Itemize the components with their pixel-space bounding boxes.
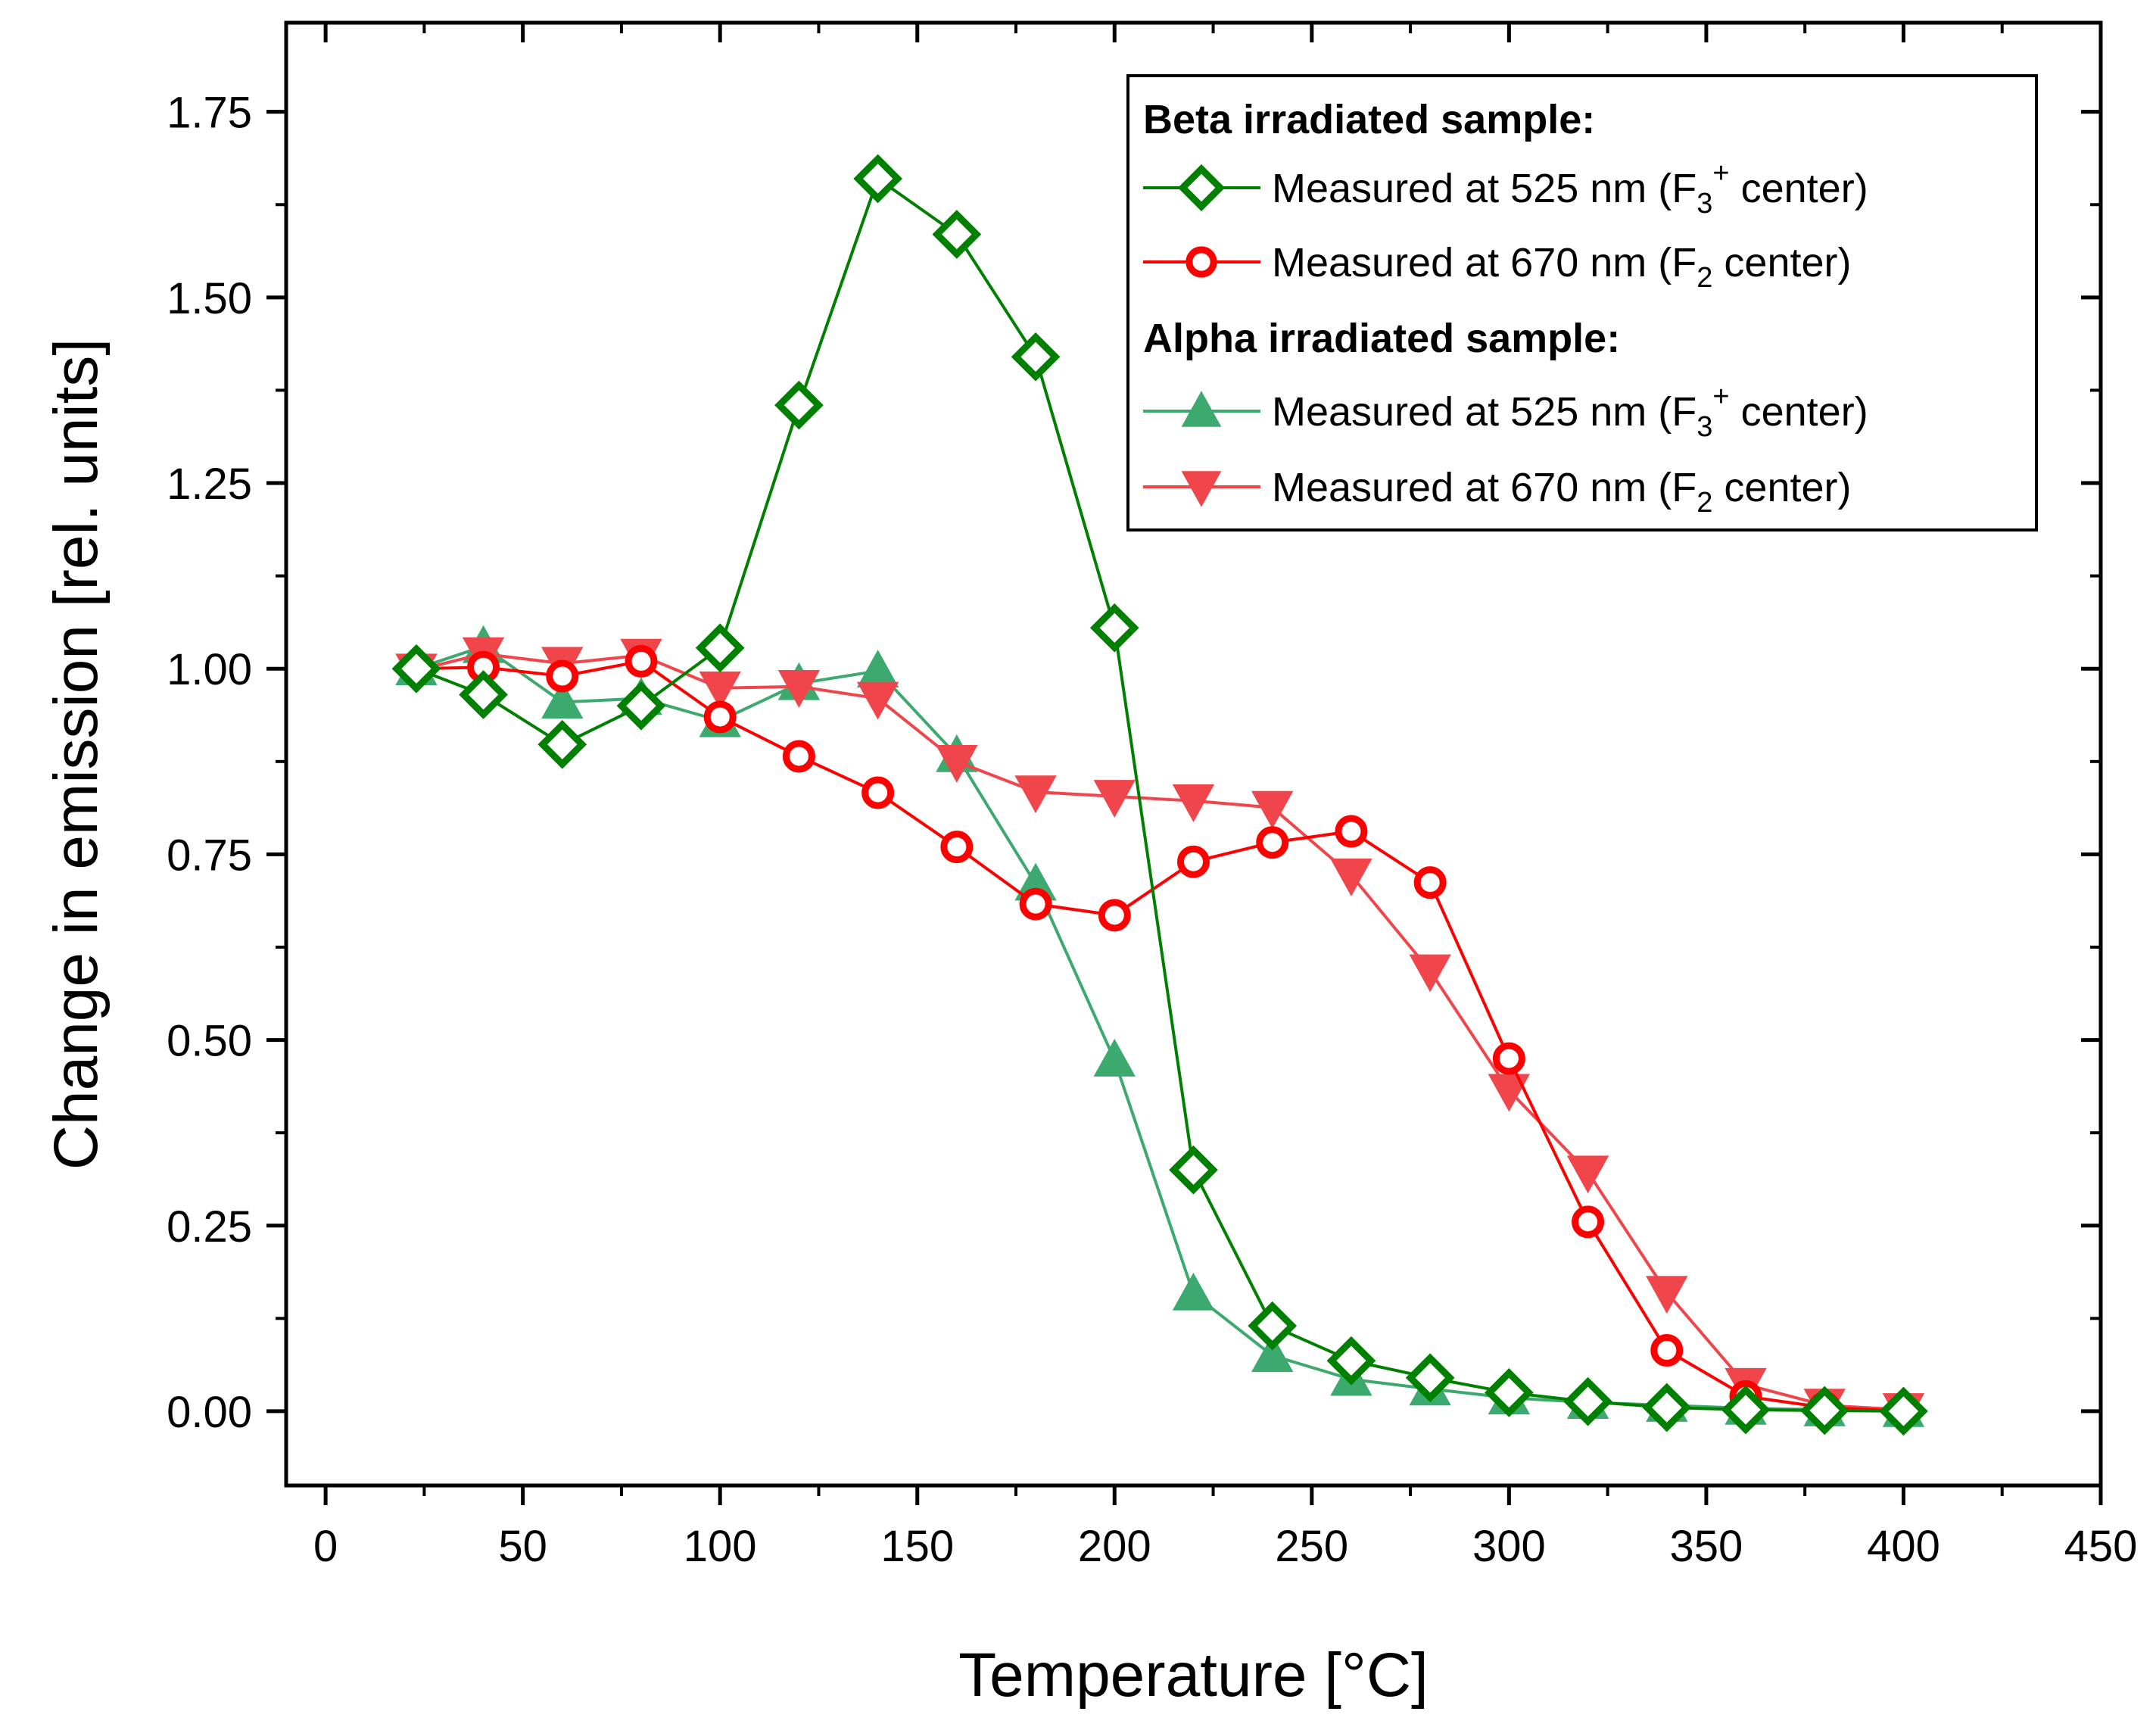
data-point: [1169, 1145, 1218, 1195]
data-point: [459, 670, 508, 719]
data-point: [936, 745, 978, 783]
x-tick-label: 450: [2064, 1522, 2138, 1571]
legend-item: Measured at 670 nm (F2 center): [1143, 465, 1851, 519]
x-tick-label: 400: [1867, 1522, 1940, 1571]
data-point: [1089, 603, 1139, 653]
y-tick-label: 0.50: [167, 1017, 252, 1066]
data-point: [1248, 1301, 1298, 1351]
series-2: [395, 625, 1925, 1427]
legend-marker: [1181, 471, 1222, 507]
tick-labels: 0 50 100 150 200 250 300 350 400 450 0.00 0.25 0.50 0…: [167, 89, 2137, 1571]
data-point: [1326, 1336, 1376, 1386]
y-tick-label: 0.00: [167, 1388, 252, 1437]
data-point: [391, 644, 441, 694]
data-point: [856, 681, 899, 720]
series-line: [416, 659, 1904, 1413]
data-point: [1335, 815, 1368, 848]
data-point: [1566, 1155, 1609, 1194]
data-point: [1172, 1272, 1215, 1311]
data-point: [940, 831, 974, 864]
plot-frame: [284, 20, 2103, 1488]
data-point: [1172, 784, 1215, 822]
legend-item: Measured at 670 nm (F2 center): [1143, 240, 1851, 294]
data-point: [1011, 332, 1061, 382]
y-tick-label: 1.25: [167, 460, 252, 509]
series-line: [416, 652, 1904, 1411]
data-point: [782, 740, 815, 773]
data-point: [1572, 1205, 1605, 1239]
data-point: [1879, 1386, 1928, 1436]
y-tick-label: 1.75: [167, 89, 252, 138]
data-point: [774, 380, 824, 430]
data-point: [625, 644, 658, 678]
data-point: [1409, 954, 1451, 993]
y-axis-title: Change in emission [rel. units]: [42, 338, 111, 1170]
x-tick-label: 200: [1078, 1522, 1151, 1571]
y-tick-label: 1.50: [167, 274, 252, 323]
series-layer: [391, 154, 1928, 1436]
data-point: [1492, 1042, 1525, 1075]
legend-label: Measured at 525 nm (F3+ center): [1272, 157, 1868, 220]
data-point: [1014, 775, 1057, 814]
data-point: [777, 669, 821, 708]
x-tick-label: 50: [498, 1522, 547, 1571]
y-tick-label: 0.25: [167, 1202, 252, 1252]
series-3: [395, 637, 1925, 1432]
data-point: [1093, 1038, 1136, 1077]
data-point: [703, 700, 737, 734]
data-point: [541, 681, 584, 719]
data-point: [1093, 780, 1136, 818]
data-point: [1330, 859, 1372, 896]
data-point: [1251, 1334, 1294, 1373]
legend-group-title-beta: Beta irradiated sample:: [1143, 97, 1595, 142]
data-point: [1177, 845, 1210, 878]
x-tick-label: 0: [313, 1522, 338, 1571]
legend-marker: [1185, 246, 1217, 278]
data-point: [861, 776, 895, 809]
x-tick-label: 150: [880, 1522, 954, 1571]
data-point: [932, 210, 982, 259]
data-point: [695, 623, 745, 673]
data-point: [1405, 1353, 1455, 1403]
data-point: [1646, 1276, 1688, 1314]
x-tick-label: 250: [1275, 1522, 1348, 1571]
data-point: [1642, 1383, 1692, 1432]
data-point: [616, 681, 666, 731]
data-point: [1251, 790, 1294, 829]
data-point: [853, 154, 902, 204]
legend-label: Measured at 525 nm (F3+ center): [1272, 381, 1868, 443]
series-line: [416, 644, 1904, 1412]
legend-item: Measured at 525 nm (F3+ center): [1143, 157, 1868, 220]
series-0: [391, 154, 1928, 1436]
legend-item: Measured at 525 nm (F3+ center): [1143, 381, 1868, 443]
y-tick-label: 1.00: [167, 645, 252, 694]
data-point: [1721, 1385, 1771, 1435]
data-point: [1563, 1376, 1612, 1426]
data-point: [1799, 1386, 1849, 1436]
series-1: [400, 644, 1920, 1428]
data-point: [1098, 899, 1131, 932]
legend-label: Measured at 670 nm (F2 center): [1272, 465, 1851, 519]
legend-marker: [1177, 164, 1226, 212]
x-axis-title: Temperature [°C]: [958, 1641, 1429, 1710]
legend-marker: [1181, 391, 1222, 427]
data-point: [1256, 826, 1289, 859]
legend: Beta irradiated sample: Alpha irradiated …: [1126, 74, 2038, 532]
data-point: [1650, 1334, 1684, 1367]
data-point: [856, 650, 899, 687]
data-point: [1019, 887, 1052, 921]
x-tick-label: 300: [1472, 1522, 1546, 1571]
data-point: [1485, 1368, 1534, 1417]
legend-label: Measured at 670 nm (F2 center): [1272, 240, 1851, 294]
legend-group-title-alpha: Alpha irradiated sample:: [1143, 316, 1620, 361]
data-point: [1413, 866, 1447, 899]
data-point: [537, 719, 587, 769]
legend-box: [1126, 74, 2038, 532]
data-point: [546, 659, 579, 693]
x-tick-label: 350: [1670, 1522, 1743, 1571]
x-tick-label: 100: [684, 1522, 757, 1571]
y-tick-label: 0.75: [167, 831, 252, 880]
